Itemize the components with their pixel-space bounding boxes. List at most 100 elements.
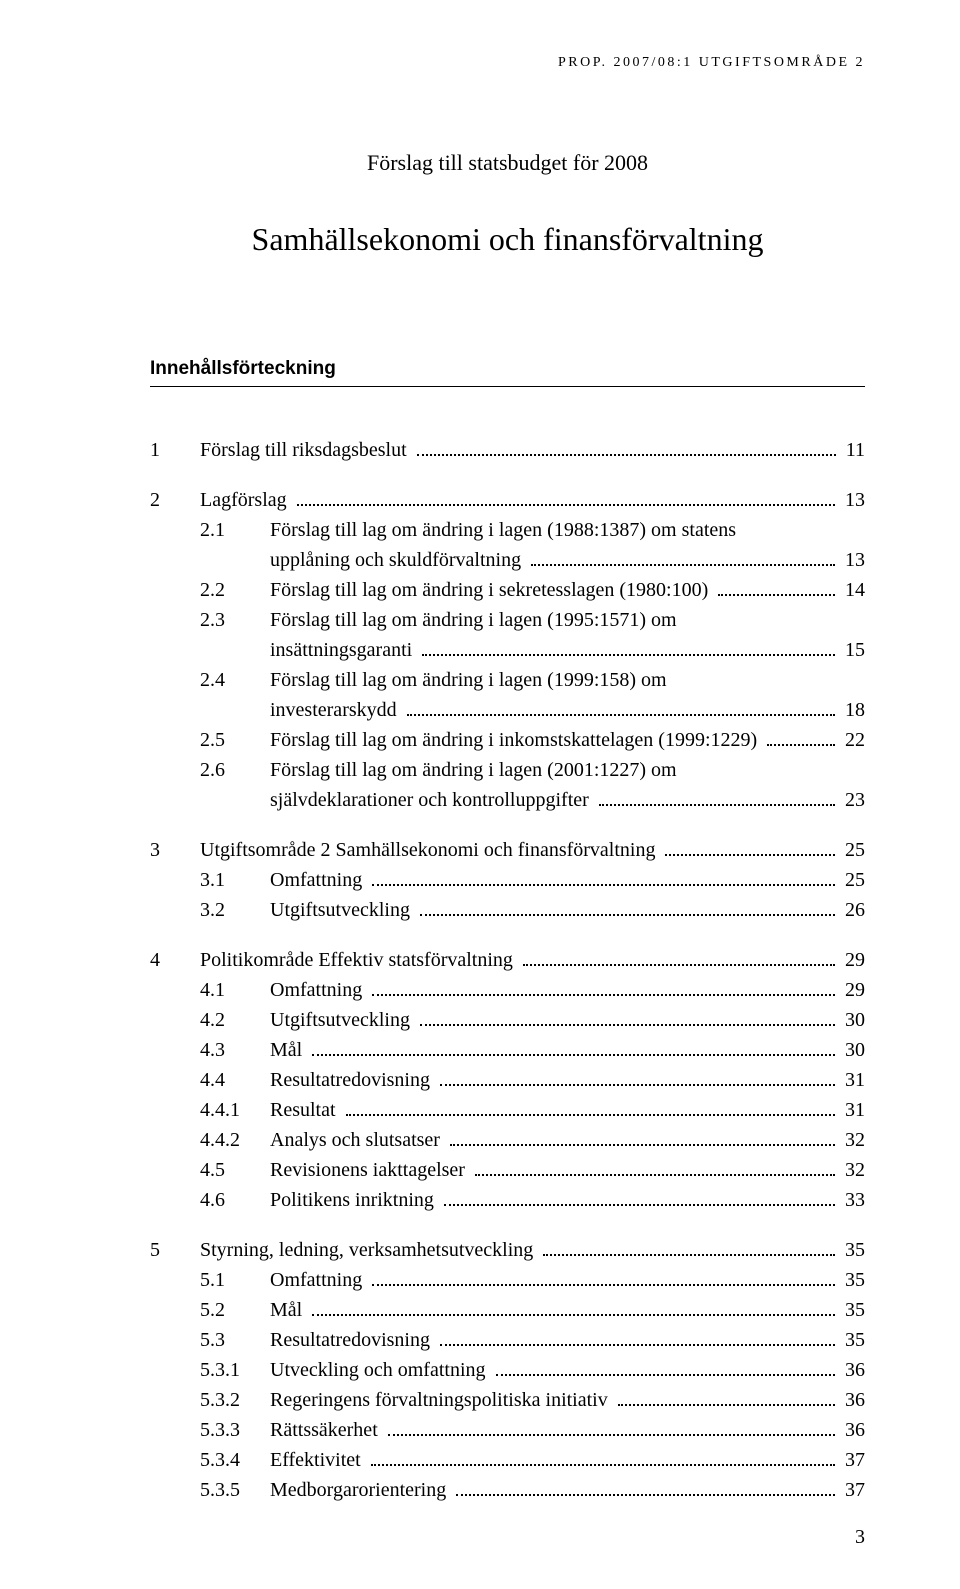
toc-text: Förslag till lag om ändring i lagen (199… [270, 665, 673, 695]
toc-leader [450, 1127, 835, 1146]
toc-leader [372, 977, 835, 996]
toc-leader [371, 1447, 835, 1466]
toc-page: 35 [839, 1265, 865, 1295]
toc-page: 18 [839, 695, 865, 725]
toc-leader [440, 1327, 835, 1346]
toc-subrow: 4.6Politikens inriktning33 [150, 1185, 865, 1215]
toc-text: insättningsgaranti [270, 635, 418, 665]
toc-row: 2Lagförslag13 [150, 485, 865, 515]
toc-leader [417, 437, 836, 456]
toc-group: 2Lagförslag132.1Förslag till lag om ändr… [150, 485, 865, 815]
toc-page: 37 [839, 1445, 865, 1475]
toc-subrow: 5.3.4Effektivitet37 [150, 1445, 865, 1475]
toc-leader [475, 1157, 835, 1176]
toc-subrow: 4.4.1Resultat31 [150, 1095, 865, 1125]
toc-text: Resultat [270, 1095, 342, 1125]
toc-text: Lagförslag [200, 485, 293, 515]
toc-subnumber: 5.1 [150, 1265, 270, 1295]
toc-subrow: självdeklarationer och kontrolluppgifter… [150, 785, 865, 815]
toc-group: 4Politikområde Effektiv statsförvaltning… [150, 945, 865, 1215]
toc-subrow: 4.3Mål30 [150, 1035, 865, 1065]
toc-page: 37 [839, 1475, 865, 1505]
toc-number: 5 [150, 1235, 200, 1265]
section-label: Innehållsförteckning [150, 358, 865, 380]
toc-text: Resultatredovisning [270, 1325, 436, 1355]
toc-page: 13 [839, 485, 865, 515]
toc-leader [346, 1097, 835, 1116]
toc-leader [407, 697, 835, 716]
toc-subnumber: 2.6 [150, 755, 270, 785]
toc-text: Utgiftsområde 2 Samhällsekonomi och fina… [200, 835, 661, 865]
toc-text: Mål [270, 1295, 308, 1325]
toc-subrow: 5.3Resultatredovisning35 [150, 1325, 865, 1355]
toc-leader [372, 1267, 835, 1286]
toc-subrow: 2.2Förslag till lag om ändring i sekrete… [150, 575, 865, 605]
toc-subrow: 5.2Mål 35 [150, 1295, 865, 1325]
toc-leader [531, 547, 835, 566]
toc-subnumber: 2.5 [150, 725, 270, 755]
toc-text: Effektivitet [270, 1445, 367, 1475]
toc-subrow: 4.4.2Analys och slutsatser32 [150, 1125, 865, 1155]
toc-subnumber: 4.3 [150, 1035, 270, 1065]
toc-leader [496, 1357, 835, 1376]
toc-leader [297, 487, 835, 506]
toc-subrow: 2.4Förslag till lag om ändring i lagen (… [150, 665, 865, 695]
toc-page: 33 [839, 1185, 865, 1215]
toc-subnumber: 3.1 [150, 865, 270, 895]
toc-text: Regeringens förvaltningspolitiska initia… [270, 1385, 614, 1415]
toc-subrow: upplåning och skuldförvaltning 13 [150, 545, 865, 575]
toc-subrow: 4.4Resultatredovisning31 [150, 1065, 865, 1095]
toc-page: 35 [839, 1295, 865, 1325]
toc-leader [456, 1477, 835, 1496]
toc-page: 25 [839, 835, 865, 865]
toc-text: Mål [270, 1035, 308, 1065]
toc-page: 29 [839, 975, 865, 1005]
toc-page: 15 [839, 635, 865, 665]
toc-row: 1Förslag till riksdagsbeslut11 [150, 435, 865, 465]
toc-page: 31 [839, 1095, 865, 1125]
toc-subnumber: 4.4 [150, 1065, 270, 1095]
toc-page: 13 [839, 545, 865, 575]
toc-subrow: 3.2Utgiftsutveckling26 [150, 895, 865, 925]
toc-leader [312, 1037, 835, 1056]
toc-text: upplåning och skuldförvaltning [270, 545, 527, 575]
toc-subnumber: 2.2 [150, 575, 270, 605]
toc-leader [618, 1387, 835, 1406]
running-head: PROP. 2007/08:1 UTGIFTSOMRÅDE 2 [558, 55, 865, 71]
toc-page: 22 [839, 725, 865, 755]
toc-subnumber: 4.4.2 [150, 1125, 270, 1155]
toc-leader [444, 1187, 835, 1206]
toc-page: 32 [839, 1155, 865, 1185]
toc-text: Styrning, ledning, verksamhetsutveckling [200, 1235, 539, 1265]
toc-subnumber: 5.3.3 [150, 1415, 270, 1445]
toc-leader [440, 1067, 835, 1086]
toc-text: Politikens inriktning [270, 1185, 440, 1215]
toc-text: Utgiftsutveckling [270, 895, 416, 925]
toc-text: Förslag till lag om ändring i lagen (199… [270, 605, 683, 635]
toc-subrow: 4.1Omfattning29 [150, 975, 865, 1005]
toc-text: Förslag till lag om ändring i sekretessl… [270, 575, 714, 605]
toc-text: Revisionens iakttagelser [270, 1155, 471, 1185]
toc-page: 36 [839, 1355, 865, 1385]
toc-page: 25 [839, 865, 865, 895]
toc-number: 3 [150, 835, 200, 865]
toc-subnumber: 4.5 [150, 1155, 270, 1185]
toc-page: 31 [839, 1065, 865, 1095]
toc-leader [767, 727, 835, 746]
toc-number: 4 [150, 945, 200, 975]
toc-subrow: 5.3.5Medborgarorientering37 [150, 1475, 865, 1505]
toc-page: 14 [839, 575, 865, 605]
toc-text: Politikområde Effektiv statsförvaltning [200, 945, 519, 975]
toc-subrow: insättningsgaranti 15 [150, 635, 865, 665]
toc-row: 4Politikområde Effektiv statsförvaltning… [150, 945, 865, 975]
toc-subrow: 5.1Omfattning35 [150, 1265, 865, 1295]
toc-row: 5Styrning, ledning, verksamhetsutvecklin… [150, 1235, 865, 1265]
toc-text: Utveckling och omfattning [270, 1355, 492, 1385]
toc-subnumber: 5.2 [150, 1295, 270, 1325]
toc-leader [523, 947, 835, 966]
toc-leader [372, 867, 835, 886]
toc-page: 32 [839, 1125, 865, 1155]
toc-number: 1 [150, 435, 200, 465]
document-page: PROP. 2007/08:1 UTGIFTSOMRÅDE 2 Förslag … [0, 0, 960, 1589]
toc-text: Rättssäkerhet [270, 1415, 384, 1445]
